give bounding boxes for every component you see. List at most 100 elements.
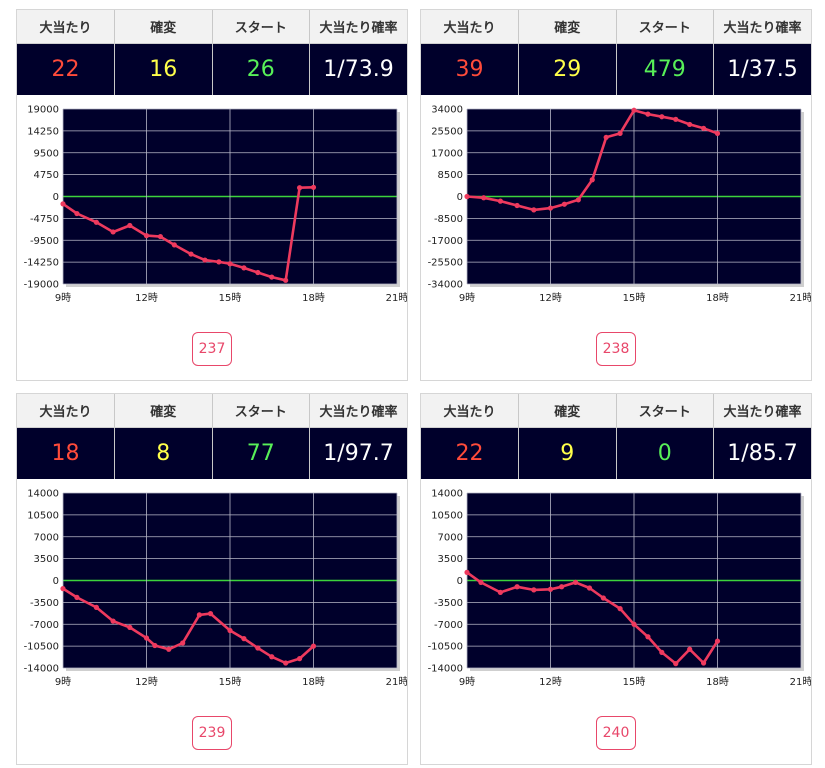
- data-point: [514, 202, 520, 209]
- data-point: [227, 627, 233, 634]
- y-tick-label: -19000: [24, 280, 59, 291]
- y-tick-label: -9500: [30, 236, 59, 247]
- x-tick-label: 15時: [623, 292, 646, 304]
- x-tick-label: 18時: [706, 292, 729, 304]
- start-value: 479: [616, 43, 714, 95]
- data-point: [617, 606, 623, 612]
- data-point: [673, 661, 679, 667]
- x-tick-label: 18時: [302, 292, 325, 304]
- data-point: [687, 646, 693, 652]
- data-point: [207, 611, 214, 617]
- machine-number-button[interactable]: 237: [192, 332, 232, 366]
- y-tick-label: 7000: [438, 532, 463, 543]
- start-value: 26: [212, 43, 310, 95]
- data-point: [127, 624, 133, 630]
- machine-number-button[interactable]: 239: [192, 716, 232, 750]
- data-point: [547, 205, 554, 211]
- header-hits: 大当たり: [421, 10, 519, 44]
- data-point: [157, 233, 164, 240]
- y-tick-label: 19000: [27, 105, 59, 116]
- header-kakuhen: 確変: [518, 10, 617, 44]
- data-point: [617, 130, 623, 137]
- data-point: [227, 261, 233, 267]
- y-tick-label: 14250: [27, 126, 59, 137]
- y-tick-label: 4750: [34, 170, 59, 181]
- x-tick-label: 12時: [539, 292, 562, 304]
- y-tick-label: 7000: [34, 532, 59, 543]
- y-tick-label: 0: [457, 192, 463, 203]
- machine-card-2: 大当たり 確変 スタート 大当たり確率 39 29 479 1/37.5 340…: [420, 9, 812, 381]
- data-point: [93, 604, 99, 610]
- y-tick-label: 3500: [438, 554, 463, 565]
- y-tick-label: -25500: [428, 258, 463, 269]
- kakuhen-value: 16: [114, 43, 213, 95]
- probability-value: 1/37.5: [713, 43, 811, 95]
- machine-card-1: 大当たり 確変 スタート 大当たり確率 22 16 26 1/73.9 1900…: [16, 9, 408, 381]
- data-point: [296, 656, 303, 662]
- data-point: [659, 114, 665, 120]
- header-hits: 大当たり: [17, 10, 115, 44]
- y-tick-label: -3500: [30, 598, 59, 609]
- y-tick-label: -14250: [24, 258, 59, 269]
- hits-value: 18: [17, 427, 115, 479]
- start-value: 0: [616, 427, 714, 479]
- y-tick-label: -8500: [434, 214, 463, 225]
- y-tick-label: 17000: [431, 148, 463, 159]
- data-point: [589, 177, 595, 183]
- header-probability: 大当たり確率: [309, 394, 407, 428]
- data-point: [514, 584, 520, 590]
- data-point: [241, 636, 247, 642]
- y-tick-label: 10500: [431, 510, 463, 521]
- y-tick-label: 8500: [438, 170, 463, 181]
- data-point: [700, 660, 707, 666]
- data-point: [645, 634, 651, 640]
- machine-card-4: 大当たり 確変 スタート 大当たり確率 22 9 0 1/85.7 14000 1…: [420, 393, 812, 765]
- data-point: [714, 638, 721, 644]
- y-tick-label: -14000: [24, 664, 59, 675]
- data-point: [188, 251, 194, 257]
- x-tick-label: 9時: [459, 292, 475, 304]
- machine-number-button[interactable]: 240: [596, 716, 636, 750]
- data-point: [283, 277, 289, 283]
- x-tick-label: 15時: [219, 676, 242, 688]
- data-point: [127, 222, 133, 229]
- probability-value: 1/73.9: [309, 43, 407, 95]
- stats-table: 大当たり 確変 スタート 大当たり確率 22 16 26 1/73.9: [17, 10, 407, 95]
- y-tick-label: 25500: [431, 126, 463, 137]
- y-tick-label: -3500: [434, 598, 463, 609]
- data-point: [531, 587, 537, 593]
- stats-table: 大当たり 確変 スタート 大当たり確率 18 8 77 1/97.7: [17, 394, 407, 479]
- data-point: [74, 210, 80, 217]
- machine-number-button[interactable]: 238: [596, 332, 636, 366]
- y-tick-label: -4750: [30, 214, 59, 225]
- series-line: [466, 571, 719, 665]
- header-hits: 大当たり: [17, 394, 115, 428]
- data-point: [464, 193, 470, 200]
- x-tick-label: 12時: [539, 676, 562, 688]
- header-kakuhen: 確変: [114, 10, 213, 44]
- x-tick-label: 15時: [219, 292, 242, 304]
- balance-chart: 19000 14250 9500 4750 0 -4750 -9500 -14250 -1900…: [24, 105, 407, 305]
- y-tick-label: -10500: [428, 642, 463, 653]
- data-point: [497, 198, 503, 204]
- y-tick-label: 0: [53, 192, 59, 203]
- data-point: [269, 654, 275, 660]
- data-point: [93, 219, 99, 225]
- y-tick-label: -17000: [428, 236, 463, 247]
- kakuhen-value: 8: [114, 427, 213, 479]
- balance-chart: 14000 10500 7000 3500 0 -3500 -7000 -10500 -1400…: [428, 489, 811, 689]
- y-tick-label: 14000: [431, 489, 463, 500]
- data-point: [659, 649, 665, 655]
- x-tick-label: 18時: [706, 676, 729, 688]
- data-point: [603, 134, 609, 140]
- y-tick-label: 10500: [27, 510, 59, 521]
- stats-table: 大当たり 確変 スタート 大当たり確率 39 29 479 1/37.5: [421, 10, 811, 95]
- data-point: [171, 242, 177, 248]
- data-point: [255, 645, 261, 651]
- y-tick-label: 0: [53, 576, 59, 587]
- data-point: [586, 585, 593, 591]
- data-point: [559, 584, 565, 590]
- data-point: [269, 274, 275, 280]
- data-point: [631, 107, 637, 113]
- x-tick-label: 12時: [135, 292, 158, 304]
